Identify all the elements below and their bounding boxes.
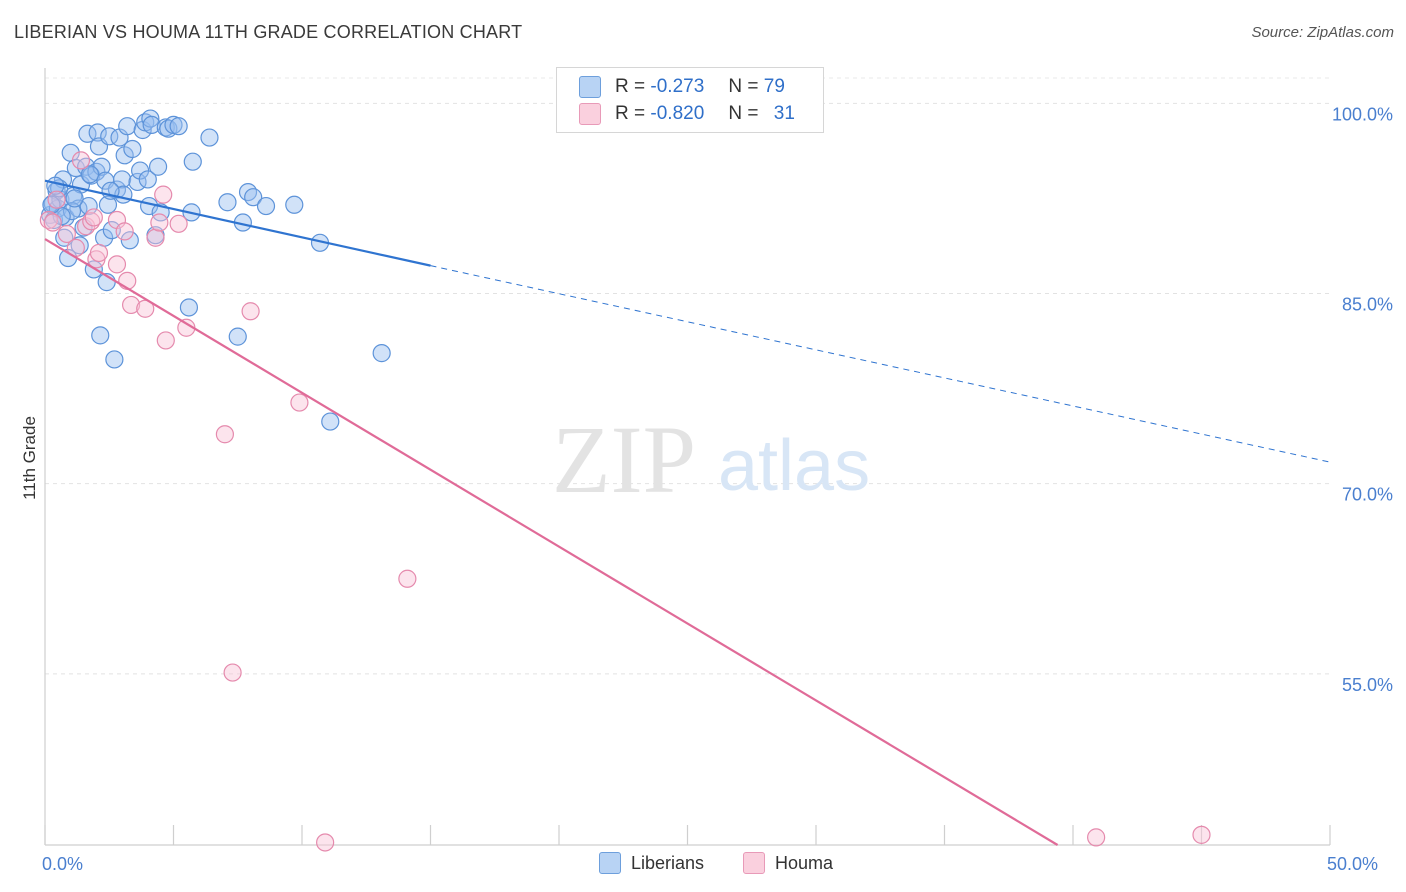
y-tick-label: 70.0%	[1342, 485, 1393, 505]
houma-point	[47, 190, 66, 209]
liberians-point	[244, 188, 263, 207]
houma-point	[57, 224, 76, 244]
n-label: N =	[728, 76, 759, 97]
liberians-point	[148, 157, 168, 176]
y-tick-label: 55.0%	[1342, 675, 1393, 695]
axes	[44, 68, 1331, 846]
houma-point	[169, 214, 188, 233]
liberians-point	[183, 152, 202, 171]
houma-swatch	[579, 103, 601, 125]
liberians-point	[218, 193, 237, 212]
houma-point	[290, 393, 309, 412]
liberians-point	[200, 128, 219, 147]
houma-point	[215, 425, 234, 444]
stats-legend: R = -0.273 N = 79 R = -0.820 N = 31	[556, 67, 824, 133]
houma-point	[150, 213, 169, 232]
r-value: -0.273	[650, 76, 705, 97]
trend-lines	[44, 179, 1331, 846]
liberians-point	[228, 327, 247, 346]
legend-row-liberians: R = -0.273 N = 79	[579, 75, 785, 99]
liberians-point	[123, 139, 142, 159]
liberians-point	[321, 412, 340, 431]
legend-label: Liberians	[631, 852, 705, 873]
legend-label: Houma	[775, 852, 834, 873]
chart-title: LIBERIAN VS HOUMA 11TH GRADE CORRELATION…	[14, 22, 523, 42]
legend-item-houma[interactable]: Houma	[743, 852, 833, 874]
liberians-point	[112, 170, 132, 189]
liberians-point	[118, 117, 137, 136]
houma-point	[146, 228, 165, 247]
watermark-zip: ZIP	[552, 406, 696, 513]
houma-point	[154, 185, 173, 204]
n-label: N =	[728, 103, 759, 124]
liberians-point	[141, 109, 160, 128]
houma-point	[1087, 828, 1106, 847]
houma-point	[115, 222, 134, 241]
liberians-point	[105, 350, 124, 369]
liberians-point	[102, 221, 121, 240]
liberians-swatch	[579, 76, 601, 98]
houma-point	[156, 331, 175, 350]
data-points	[39, 109, 1211, 852]
gridlines	[45, 77, 1332, 675]
watermark: ZIP atlas	[552, 406, 870, 513]
source-label: Source: ZipAtlas.com	[1251, 24, 1394, 41]
houma-point	[84, 208, 103, 227]
houma-point	[398, 569, 417, 588]
y-axis-title: 11th Grade	[20, 416, 39, 500]
legend-row-houma: R = -0.820 N = 31	[579, 102, 795, 126]
liberians-point	[80, 165, 100, 184]
liberians-point	[285, 195, 304, 214]
houma-point	[121, 295, 141, 315]
houma-point	[71, 151, 91, 170]
watermark-atlas: atlas	[718, 426, 870, 506]
liberians-point	[138, 170, 157, 189]
houma-point	[89, 243, 109, 263]
houma-point	[316, 833, 335, 852]
x-tick-label: 50.0%	[1327, 854, 1378, 874]
liberians-point	[169, 117, 188, 136]
liberians-point	[65, 189, 84, 208]
y-tick-label: 100.0%	[1332, 104, 1393, 124]
houma-point	[1192, 825, 1211, 844]
axis-labels: 100.0% 85.0% 70.0% 55.0% 0.0% 50.0% 11th Grade	[20, 104, 1393, 874]
liberians-point	[42, 195, 61, 214]
liberians-point	[91, 326, 110, 345]
liberians-point	[120, 231, 139, 250]
houma-point	[107, 255, 127, 274]
n-value: 31	[773, 103, 795, 124]
r-value: -0.820	[650, 103, 705, 124]
liberians-point	[98, 195, 118, 214]
r-label: R =	[615, 76, 646, 97]
r-label: R =	[615, 103, 646, 124]
liberians-legend-swatch	[599, 852, 621, 874]
liberians-point	[179, 298, 199, 317]
houma-point	[223, 663, 242, 682]
liberians-point	[88, 123, 107, 142]
liberians-point	[79, 196, 98, 216]
legend-item-liberians[interactable]: Liberians	[599, 852, 704, 874]
houma-point	[43, 213, 62, 232]
liberians-point	[256, 196, 276, 216]
x-tick-label: 0.0%	[42, 854, 83, 874]
houma-point	[118, 271, 137, 290]
liberians-point	[238, 182, 258, 202]
houma-legend-swatch	[743, 852, 765, 874]
liberians-point	[372, 344, 391, 363]
liberians-trend-line	[44, 179, 431, 267]
y-tick-label: 85.0%	[1342, 295, 1393, 315]
houma-trend-line	[44, 238, 1059, 846]
n-value: 79	[763, 76, 785, 97]
houma-point	[241, 302, 260, 321]
